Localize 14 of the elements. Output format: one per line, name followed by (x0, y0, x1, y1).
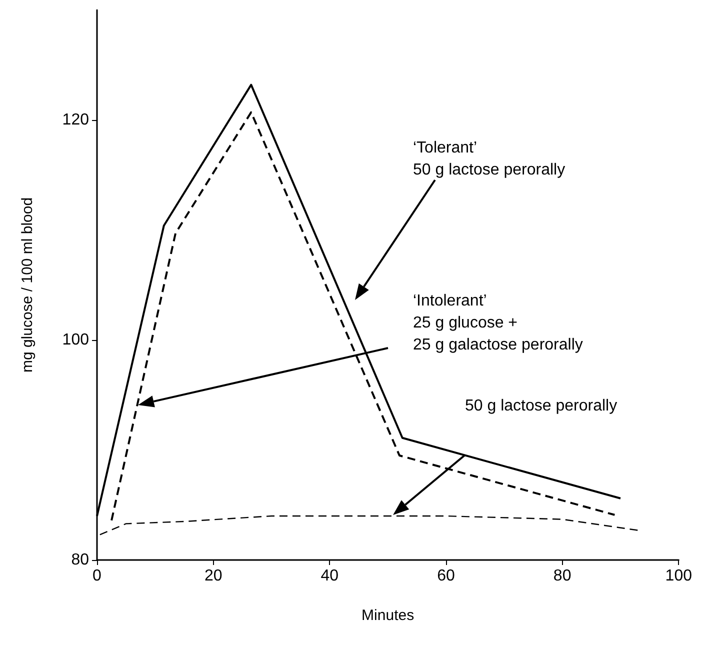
x-tick-label: 40 (320, 568, 339, 584)
x-tick-label: 80 (553, 568, 572, 584)
x-tick-label: 20 (204, 568, 222, 584)
annotation: ‘Tolerant’ 50 g lactose perorally (413, 140, 566, 178)
x-tick-label: 100 (665, 568, 692, 584)
x-axis-title: Minutes (362, 607, 414, 624)
y-tick-label: 100 (62, 332, 90, 348)
x-tick-label: 0 (92, 568, 102, 584)
y-axis-title: mg glucose / 100 ml blood (19, 197, 36, 373)
y-tick-label: 80 (71, 552, 90, 568)
annotation: ‘Intolerant’ 25 g glucose + 25 g galactose perorally (413, 292, 583, 354)
y-tick-label: 120 (62, 112, 90, 128)
x-tick-label: 60 (437, 568, 455, 584)
annotation: 50 g lactose perorally (465, 398, 618, 414)
